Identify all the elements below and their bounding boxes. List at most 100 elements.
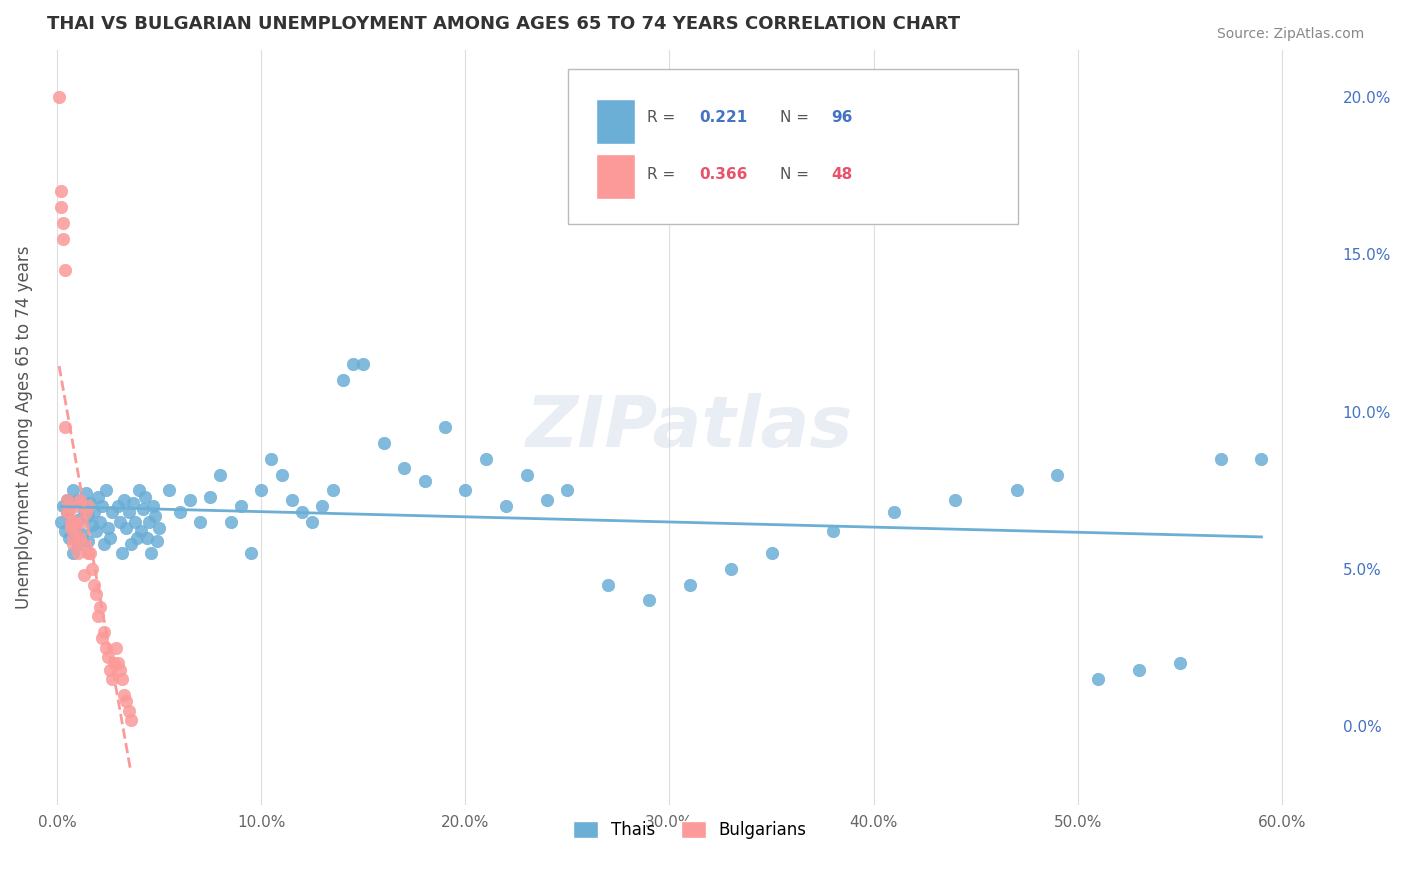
Point <box>56 505 79 519</box>
Point <box>883 505 905 519</box>
Point <box>250 483 273 498</box>
Text: ZIPatlas: ZIPatlas <box>526 392 853 462</box>
Point <box>598 578 620 592</box>
Point <box>58 499 80 513</box>
Point <box>107 499 129 513</box>
Point <box>52 232 75 246</box>
Point <box>115 521 138 535</box>
Point <box>120 713 142 727</box>
Point <box>132 502 155 516</box>
Point <box>105 640 128 655</box>
Point <box>94 483 117 498</box>
Point <box>48 90 70 104</box>
Point <box>111 546 134 560</box>
Point <box>281 492 304 507</box>
Point <box>125 531 148 545</box>
Point <box>107 657 129 671</box>
Point <box>291 505 314 519</box>
Point <box>70 515 93 529</box>
Point <box>89 599 111 614</box>
Point <box>557 483 579 498</box>
Text: Source: ZipAtlas.com: Source: ZipAtlas.com <box>1216 27 1364 41</box>
Point <box>495 499 517 513</box>
FancyBboxPatch shape <box>568 69 1018 224</box>
Point <box>79 496 101 510</box>
Point <box>169 505 191 519</box>
Point <box>62 531 84 545</box>
Point <box>51 515 73 529</box>
Point <box>84 524 107 539</box>
Point <box>65 515 87 529</box>
Point <box>58 531 80 545</box>
Point <box>110 663 132 677</box>
Point <box>121 496 143 510</box>
Point <box>146 533 169 548</box>
Point <box>198 490 221 504</box>
Text: 0.366: 0.366 <box>699 167 747 182</box>
Point <box>148 521 170 535</box>
Point <box>84 587 107 601</box>
Point <box>87 490 110 504</box>
Point <box>58 505 80 519</box>
FancyBboxPatch shape <box>596 99 634 145</box>
Point <box>83 578 105 592</box>
Point <box>80 562 103 576</box>
Point <box>821 524 844 539</box>
Point <box>413 474 436 488</box>
Point <box>454 483 477 498</box>
Point <box>69 511 91 525</box>
Text: 48: 48 <box>831 167 852 182</box>
Point <box>83 505 105 519</box>
Text: N =: N = <box>780 167 808 182</box>
Point <box>761 546 783 560</box>
Point <box>65 521 87 535</box>
Point <box>135 531 157 545</box>
Point <box>52 216 75 230</box>
Point <box>70 537 93 551</box>
Point <box>143 508 166 523</box>
Point <box>117 505 139 519</box>
Point <box>209 467 232 482</box>
Point <box>60 521 83 535</box>
Point <box>219 515 242 529</box>
Point <box>352 358 374 372</box>
Point <box>93 537 115 551</box>
Point <box>69 531 91 545</box>
FancyBboxPatch shape <box>596 154 634 199</box>
Point <box>311 499 333 513</box>
Text: R =: R = <box>647 167 676 182</box>
Point <box>72 568 94 582</box>
Point <box>66 499 89 513</box>
Point <box>322 483 344 498</box>
Point <box>101 505 124 519</box>
Point <box>229 499 252 513</box>
Point <box>76 508 98 523</box>
Point <box>638 593 661 607</box>
Point <box>943 492 966 507</box>
Point <box>1087 672 1109 686</box>
Text: 96: 96 <box>831 111 852 125</box>
Point <box>69 492 91 507</box>
Point <box>52 499 75 513</box>
Point <box>94 640 117 655</box>
Text: THAI VS BULGARIAN UNEMPLOYMENT AMONG AGES 65 TO 74 YEARS CORRELATION CHART: THAI VS BULGARIAN UNEMPLOYMENT AMONG AGE… <box>46 15 960 33</box>
Point <box>51 185 73 199</box>
Point <box>433 420 456 434</box>
Point <box>56 505 79 519</box>
Text: N =: N = <box>780 111 808 125</box>
Point <box>1046 467 1069 482</box>
Point <box>76 533 98 548</box>
Point <box>142 499 165 513</box>
Point <box>720 562 742 576</box>
Point <box>98 531 121 545</box>
Legend: Thais, Bulgarians: Thais, Bulgarians <box>567 814 814 846</box>
Point <box>1128 663 1150 677</box>
Point <box>76 546 98 560</box>
Point <box>129 524 152 539</box>
Point <box>53 263 76 277</box>
Point <box>124 515 146 529</box>
Point <box>89 515 111 529</box>
Point <box>240 546 263 560</box>
Point <box>65 521 87 535</box>
Point <box>342 358 364 372</box>
